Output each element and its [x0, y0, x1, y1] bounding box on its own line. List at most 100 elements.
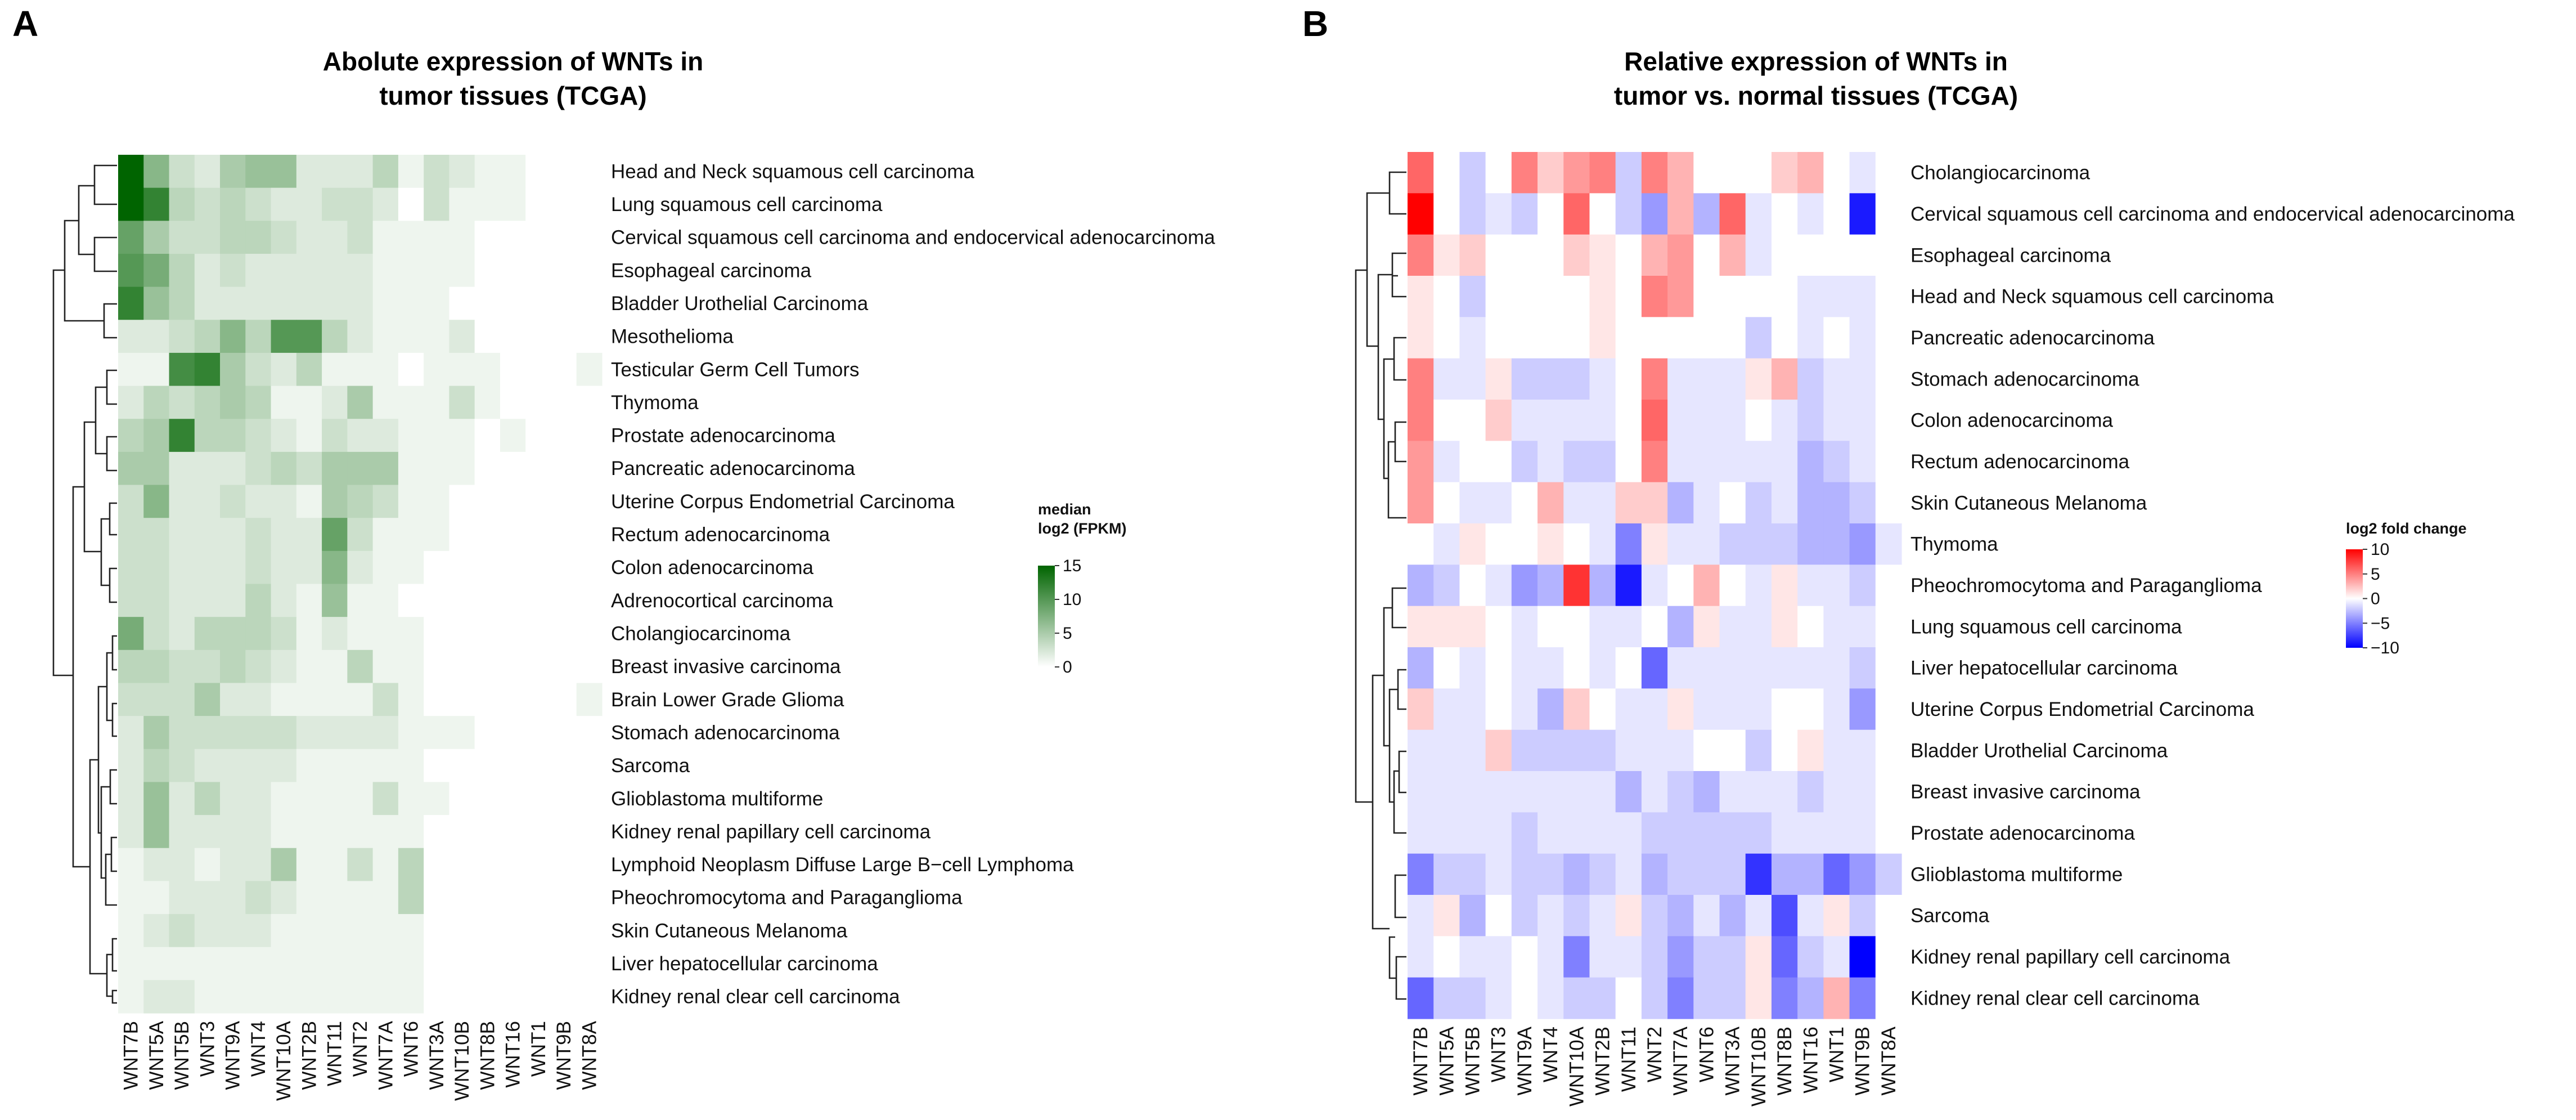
row-label: Kidney renal papillary cell carcinoma [611, 821, 931, 843]
heatmap-cell [449, 485, 475, 518]
heatmap-cell [1408, 565, 1434, 607]
heatmap-cell [1563, 688, 1590, 731]
heatmap-cell [1485, 482, 1512, 524]
heatmap-cell [194, 518, 221, 552]
chart-title-a-line2: tumor tissues (TCGA) [379, 81, 646, 110]
heatmap-cell [474, 649, 501, 684]
heatmap-cell [500, 451, 526, 486]
heatmap-cell [398, 782, 424, 816]
heatmap-cell [322, 221, 348, 254]
heatmap-cell [576, 815, 603, 849]
heatmap-cell [118, 386, 144, 419]
heatmap-cell [1563, 482, 1590, 524]
heatmap-cell [169, 155, 195, 189]
heatmap-cell [245, 286, 272, 320]
heatmap-cell [1433, 729, 1460, 772]
heatmap-cell [220, 253, 246, 288]
heatmap-cell [525, 187, 552, 221]
heatmap-cell [143, 253, 170, 288]
heatmap-cell [322, 749, 348, 783]
heatmap-cell [1797, 152, 1824, 194]
heatmap-cell [1745, 977, 1772, 1019]
heatmap-cell [1849, 647, 1876, 689]
heatmap-cell [1875, 234, 1902, 276]
heatmap-cell [296, 187, 322, 221]
heatmap-cell [1875, 523, 1902, 565]
heatmap-cell [1745, 565, 1772, 607]
heatmap-cell [1849, 276, 1876, 317]
heatmap-cell [500, 386, 526, 419]
column-label: WNT3A [1722, 1026, 1744, 1095]
heatmap-cell [474, 815, 501, 849]
heatmap-cell [1641, 688, 1668, 731]
heatmap-cell [1693, 812, 1720, 854]
heatmap-cell [1849, 688, 1876, 731]
heatmap-cell [1771, 317, 1798, 359]
heatmap-cell [220, 320, 246, 353]
heatmap-cell [500, 485, 526, 518]
heatmap-cell [271, 782, 297, 816]
heatmap-cell [449, 617, 475, 651]
heatmap-cell [551, 518, 577, 552]
heatmap-cell [424, 649, 450, 684]
heatmap-cell [1537, 853, 1564, 895]
heatmap-cell [1823, 441, 1850, 483]
heatmap-cell [169, 419, 195, 453]
heatmap-cell [1615, 358, 1642, 400]
heatmap-cell [347, 386, 374, 419]
heatmap-cell [347, 848, 374, 881]
heatmap-cell [449, 155, 475, 189]
heatmap-cell [118, 649, 144, 684]
heatmap-cell [347, 683, 374, 716]
heatmap-cell [1823, 565, 1850, 607]
heatmap-cell [143, 617, 170, 651]
heatmap-cell [1693, 193, 1720, 235]
row-label: Skin Cutaneous Melanoma [611, 920, 848, 942]
heatmap-cell [500, 518, 526, 552]
heatmap-cell [322, 947, 348, 980]
heatmap-cell [1875, 771, 1902, 813]
column-label: WNT9A [1514, 1026, 1536, 1095]
heatmap-cell [1693, 606, 1720, 648]
column-label: WNT8A [578, 1020, 600, 1090]
heatmap-cell [372, 947, 399, 980]
heatmap-cell [500, 584, 526, 617]
column-label: WNT10A [273, 1020, 295, 1101]
heatmap-cell [1511, 729, 1538, 772]
legend-tick-label: 0 [2371, 590, 2380, 608]
heatmap-cell [1511, 193, 1538, 235]
heatmap-cell [1408, 853, 1434, 895]
chart-title-a-line1: Abolute expression of WNTs in [323, 47, 703, 76]
heatmap-cell [245, 716, 272, 750]
heatmap-cell [1745, 400, 1772, 441]
heatmap-cell [1719, 317, 1746, 359]
heatmap-cell [576, 848, 603, 881]
legend-tick-label: 10 [2371, 540, 2389, 559]
heatmap-cell [169, 187, 195, 221]
heatmap-cell [525, 848, 552, 881]
heatmap-cell [1823, 358, 1850, 400]
heatmap-cell [1511, 441, 1538, 483]
heatmap-cell [194, 419, 221, 453]
row-label: Esophageal carcinoma [1910, 244, 2111, 266]
heatmap-cell [169, 649, 195, 684]
heatmap-cell [1485, 400, 1512, 441]
heatmap-cell [372, 716, 399, 750]
heatmap-cell [1667, 441, 1694, 483]
heatmap-cell [1667, 729, 1694, 772]
heatmap-cell [1797, 977, 1824, 1019]
heatmap-cell [1823, 853, 1850, 895]
heatmap-cell [1719, 729, 1746, 772]
heatmap-cell [220, 352, 246, 387]
column-label: WNT8A [1878, 1026, 1900, 1095]
heatmap-cell [398, 980, 424, 1014]
heatmap-cell [347, 617, 374, 651]
heatmap-cell [322, 980, 348, 1014]
heatmap-cell [1693, 317, 1720, 359]
heatmap-cell [1485, 729, 1512, 772]
heatmap-cell [1771, 276, 1798, 317]
heatmap-cell [245, 683, 272, 716]
heatmap-cell [1823, 936, 1850, 978]
row-label: Testicular Germ Cell Tumors [611, 359, 859, 380]
heatmap-cell [449, 815, 475, 849]
